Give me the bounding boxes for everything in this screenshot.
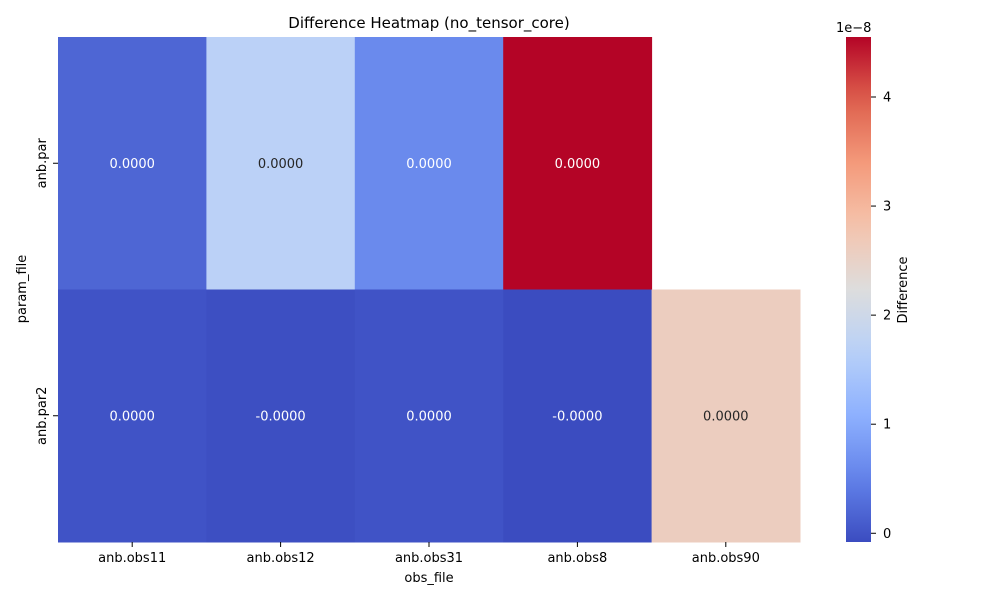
heatmap-cell-label: 0.0000 xyxy=(109,409,155,424)
colorbar-scale-label: 1e−8 xyxy=(836,21,871,36)
y-axis-ticks: anb.par anb.par2 xyxy=(35,138,58,445)
heatmap-cell-label: 0.0000 xyxy=(703,409,749,424)
y-tick-label: anb.par xyxy=(35,138,50,189)
colorbar-ticks: 0 1 2 3 4 xyxy=(871,90,891,542)
heatmap-cell xyxy=(206,289,356,543)
x-axis-ticks: anb.obs11 anb.obs12 anb.obs31 anb.obs8 anb.o… xyxy=(98,542,760,566)
heatmap-cells xyxy=(58,37,801,543)
x-tick-label: anb.obs31 xyxy=(395,551,463,566)
heatmap-cell xyxy=(503,289,653,543)
x-tick-label: anb.obs11 xyxy=(98,551,166,566)
colorbar-tick-label: 3 xyxy=(883,200,891,215)
heatmap-cell-label: 0.0000 xyxy=(406,157,452,172)
heatmap-cell xyxy=(503,37,653,290)
heatmap-cell-label: 0.0000 xyxy=(406,409,452,424)
x-tick-label: anb.obs90 xyxy=(692,551,760,566)
heatmap-cell xyxy=(58,37,207,290)
x-axis-label: obs_file xyxy=(404,571,453,586)
y-axis-label: param_file xyxy=(15,255,30,324)
colorbar-tick-label: 0 xyxy=(883,527,891,542)
colorbar-tick-label: 2 xyxy=(883,309,891,324)
heatmap-cell-label: 0.0000 xyxy=(555,157,601,172)
heatmap-cell-labels: 0.0000 0.0000 0.0000 0.0000 0.0000 -0.0000 0.0… xyxy=(109,157,748,425)
heatmap-cell-label: -0.0000 xyxy=(256,409,306,424)
heatmap-cell xyxy=(651,289,801,543)
heatmap-cell xyxy=(354,289,504,543)
heatmap-cell xyxy=(206,37,356,290)
colorbar-label: Difference xyxy=(896,256,911,323)
heatmap-cell-label: 0.0000 xyxy=(109,157,155,172)
colorbar-tick-label: 4 xyxy=(883,90,891,105)
colorbar-tick-label: 1 xyxy=(883,418,891,433)
colorbar xyxy=(846,37,871,542)
x-tick-label: anb.obs8 xyxy=(547,551,607,566)
heatmap-cell-label: -0.0000 xyxy=(552,409,602,424)
heatmap-cell-label: 0.0000 xyxy=(258,157,304,172)
y-tick-label: anb.par2 xyxy=(35,387,50,445)
chart-title: Difference Heatmap (no_tensor_core) xyxy=(288,14,569,33)
x-tick-label: anb.obs12 xyxy=(247,551,315,566)
heatmap-cell xyxy=(354,37,504,290)
heatmap-cell xyxy=(58,289,207,543)
